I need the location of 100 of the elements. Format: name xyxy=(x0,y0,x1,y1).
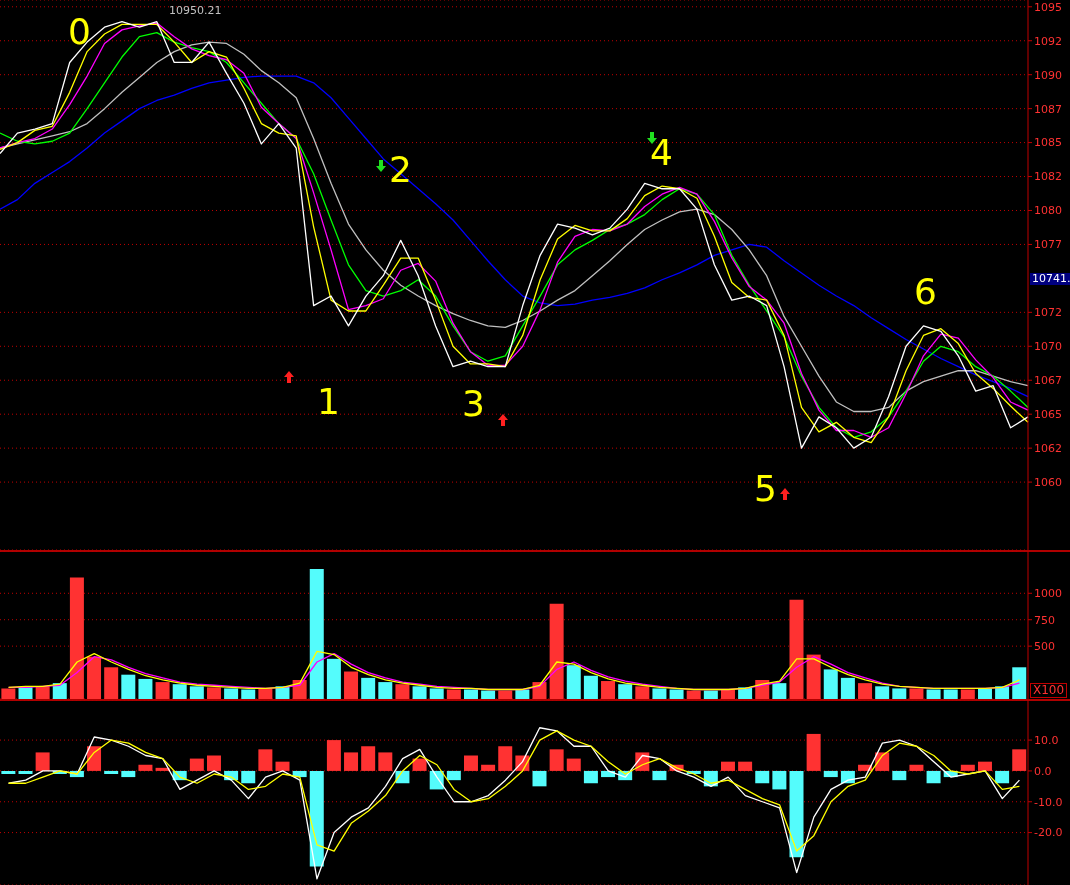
y-tick-label: 1070 xyxy=(1034,340,1062,354)
bar xyxy=(172,684,187,699)
bar xyxy=(155,682,170,699)
bar xyxy=(69,577,84,699)
bar xyxy=(789,770,804,858)
y-tick-label: 10.0 xyxy=(1034,733,1059,747)
bar xyxy=(189,686,204,699)
bar xyxy=(858,683,873,699)
text: X100 xyxy=(1030,683,1068,699)
bar xyxy=(87,746,102,771)
bar xyxy=(481,690,496,699)
bar xyxy=(35,752,50,771)
y-tick-label: 500 xyxy=(1034,640,1055,654)
bar xyxy=(583,675,598,699)
annotation: 10950.21 xyxy=(169,4,222,18)
bar xyxy=(138,678,153,699)
annotation: 4 xyxy=(650,132,673,173)
bar xyxy=(275,761,290,771)
y-tick-label: -20.0 xyxy=(1034,826,1063,840)
text: 10741. xyxy=(1030,272,1070,286)
bar xyxy=(326,658,341,699)
y-tick-label: 1072 xyxy=(1034,306,1062,320)
bar xyxy=(789,599,804,699)
bar xyxy=(1012,667,1027,699)
bar xyxy=(926,689,941,699)
y-tick-label: 1090 xyxy=(1034,68,1062,82)
bar xyxy=(909,764,924,771)
y-tick-label: 1067 xyxy=(1034,374,1062,388)
bar xyxy=(601,681,616,699)
bar xyxy=(875,686,890,699)
bar xyxy=(1012,749,1027,771)
bar xyxy=(224,688,239,699)
bar xyxy=(823,669,838,699)
bar xyxy=(583,770,598,784)
y-tick-label: 1060 xyxy=(1034,476,1062,489)
bar xyxy=(532,770,547,787)
bar xyxy=(823,770,838,778)
bar xyxy=(206,755,221,771)
bar xyxy=(378,752,393,771)
bar xyxy=(720,761,735,771)
y-tick-label: 1085 xyxy=(1034,136,1062,150)
bar xyxy=(309,770,324,867)
bar xyxy=(463,755,478,771)
bar xyxy=(412,686,427,699)
annotation: 5 xyxy=(754,468,777,509)
bar xyxy=(326,740,341,771)
bar xyxy=(498,746,513,771)
bar xyxy=(549,749,564,771)
y-tick-label: 1087 xyxy=(1034,102,1062,116)
bar xyxy=(909,688,924,699)
y-tick-label: 1062 xyxy=(1034,442,1062,456)
bar xyxy=(309,568,324,699)
bar xyxy=(566,665,581,699)
y-tick-label: 0.0 xyxy=(1034,764,1052,778)
bar xyxy=(977,688,992,699)
bar xyxy=(772,683,787,699)
bar xyxy=(344,752,359,771)
bar xyxy=(498,690,513,699)
bar xyxy=(772,770,787,790)
bar xyxy=(241,689,256,699)
bar xyxy=(18,770,33,774)
bar xyxy=(977,761,992,771)
annotation: 0 xyxy=(68,11,91,52)
bar xyxy=(361,677,376,699)
bar xyxy=(378,682,393,699)
annotation: 6 xyxy=(914,271,937,312)
bar xyxy=(395,684,410,699)
bar xyxy=(481,764,496,771)
bar xyxy=(429,688,444,699)
bar xyxy=(618,684,633,699)
bar xyxy=(840,677,855,699)
bar xyxy=(35,686,50,699)
bar xyxy=(104,667,119,699)
bar xyxy=(241,770,256,784)
bar xyxy=(806,733,821,771)
bar xyxy=(189,758,204,771)
bar xyxy=(892,770,907,781)
bar xyxy=(18,687,33,699)
y-tick-label: -10.0 xyxy=(1034,795,1063,809)
bar xyxy=(463,689,478,699)
bar xyxy=(412,758,427,771)
bar xyxy=(1,770,16,774)
bar xyxy=(738,687,753,699)
bar xyxy=(206,687,221,699)
annotation: 1 xyxy=(317,381,340,422)
bar xyxy=(892,688,907,699)
bar xyxy=(652,688,667,699)
bar xyxy=(258,688,273,699)
y-tick-label: 1095 xyxy=(1034,0,1062,14)
bar xyxy=(566,758,581,771)
bar xyxy=(138,764,153,771)
y-tick-label: 1082 xyxy=(1034,170,1062,184)
y-tick-label: 1000 xyxy=(1034,587,1062,601)
bar xyxy=(995,686,1010,699)
bar xyxy=(738,761,753,771)
y-tick-label: 1080 xyxy=(1034,204,1062,218)
annotation: 3 xyxy=(462,383,485,424)
bar xyxy=(52,683,67,699)
line-series xyxy=(7,727,1021,880)
bar xyxy=(703,690,718,699)
